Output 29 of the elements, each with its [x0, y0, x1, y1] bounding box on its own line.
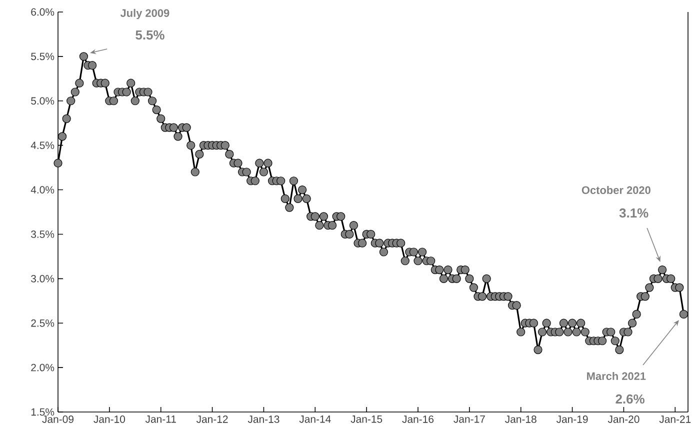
x-tick-label: Jan-16 [402, 416, 434, 423]
annotation: 5.5% [136, 30, 164, 40]
x-tick-label: Jan-15 [350, 416, 382, 423]
y-tick-label: 5.5% [31, 52, 54, 60]
x-tick-label: Jan-19 [556, 416, 588, 423]
x-tick-label: Jan-14 [299, 416, 331, 423]
y-tick-label: 4.0% [30, 186, 54, 194]
annotation: 3.1% [619, 208, 648, 218]
annotation: October 2020 [582, 186, 650, 194]
x-tick-label: Jan-18 [505, 416, 536, 423]
x-tick-label: Jan-09 [42, 416, 74, 423]
x-tick-label: Jan-11 [145, 416, 176, 423]
y-tick-label: 6.0% [31, 8, 54, 16]
y-tick-label: 1.5% [31, 408, 54, 416]
x-tick-label: Jan-20 [608, 416, 640, 423]
x-tick-label: Jan-13 [248, 416, 280, 423]
annotation: July 2009 [120, 8, 170, 20]
y-tick-label: 2.0% [31, 364, 54, 372]
annotation: March 2021 [587, 372, 646, 380]
y-tick-label: 4.5% [30, 142, 54, 150]
x-tick-label: Jan-17 [454, 416, 485, 423]
annotation: 2.6% [616, 394, 644, 404]
y-tick-label: 5.0% [31, 97, 54, 105]
y-tick-label: 2.5% [31, 319, 54, 327]
x-tick-label: Jan-12 [196, 416, 228, 423]
x-tick-label: Jan-10 [94, 416, 126, 423]
y-tick-label: 3.0% [31, 274, 54, 282]
x-tick-label: Jan-21 [659, 416, 691, 423]
y-tick-label: 3.5% [31, 230, 54, 238]
